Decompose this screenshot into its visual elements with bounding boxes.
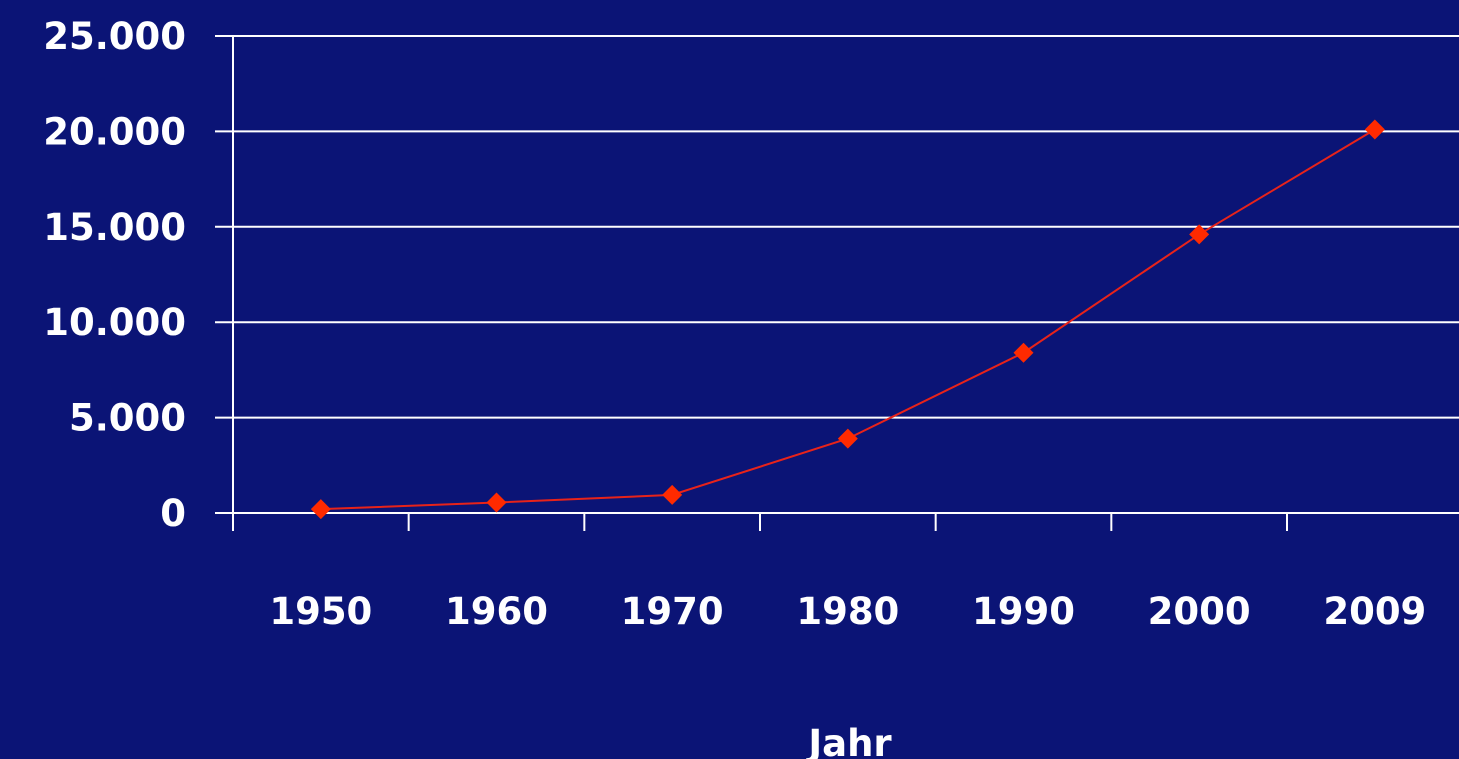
y-tick-label: 0 [160,492,186,535]
y-tick-label: 20.000 [43,110,186,153]
x-tick-label: 1950 [269,590,372,633]
x-tick-label: 1960 [445,590,548,633]
x-tick-label: 1980 [796,590,899,633]
series [310,119,1385,520]
y-tick-labels: 0 5.000 10.000 15.000 20.000 25.000 [43,15,186,535]
data-point-marker [837,428,858,449]
axes [215,35,1459,531]
series-line [320,128,1376,511]
x-axis-title: Jahr [805,722,892,759]
x-tick-label: 2009 [1323,590,1426,633]
x-tick-labels: 1950 1960 1970 1980 1990 2000 2009 [269,590,1426,633]
data-point-marker [486,492,507,513]
gridlines [233,35,1459,419]
data-point-marker [1189,224,1210,245]
x-tick-label: 1990 [972,590,1075,633]
data-point-marker [1364,119,1385,140]
y-tick-label: 25.000 [43,15,186,58]
data-point-marker [662,484,683,505]
data-point-marker [310,499,331,520]
y-tick-label: 5.000 [69,397,186,440]
y-tick-label: 15.000 [43,206,186,249]
x-tick-label: 1970 [621,590,724,633]
data-point-marker [1013,342,1034,363]
y-tick-label: 10.000 [43,301,186,344]
x-tick-label: 2000 [1148,590,1251,633]
